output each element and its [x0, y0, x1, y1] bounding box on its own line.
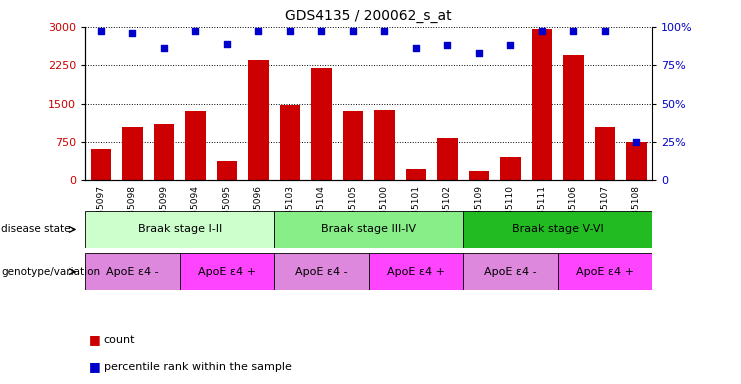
- Text: count: count: [104, 335, 136, 345]
- Text: disease state: disease state: [1, 224, 71, 235]
- Bar: [342, 111, 363, 180]
- Bar: [216, 161, 237, 180]
- Bar: [468, 171, 489, 180]
- Point: [284, 28, 296, 35]
- Text: ■: ■: [89, 360, 101, 373]
- Bar: [368, 253, 463, 290]
- Bar: [279, 105, 300, 180]
- Bar: [274, 253, 369, 290]
- Point: [253, 28, 265, 35]
- Point: [379, 28, 391, 35]
- Bar: [185, 111, 206, 180]
- Bar: [274, 211, 463, 248]
- Point: [410, 45, 422, 51]
- Point: [347, 28, 359, 35]
- Text: ApoE ε4 -: ApoE ε4 -: [106, 266, 159, 277]
- Bar: [557, 253, 652, 290]
- Bar: [500, 157, 521, 180]
- Bar: [90, 149, 111, 180]
- Text: Braak stage III-IV: Braak stage III-IV: [321, 224, 416, 235]
- Bar: [626, 142, 647, 180]
- Point: [221, 41, 233, 47]
- Point: [158, 45, 170, 51]
- Point: [599, 28, 611, 35]
- Point: [631, 139, 642, 145]
- Bar: [531, 30, 552, 180]
- Text: percentile rank within the sample: percentile rank within the sample: [104, 362, 292, 372]
- Point: [95, 28, 107, 35]
- Bar: [85, 211, 274, 248]
- Bar: [85, 253, 179, 290]
- Text: ApoE ε4 -: ApoE ε4 -: [295, 266, 348, 277]
- Bar: [594, 127, 615, 180]
- Text: ■: ■: [89, 333, 101, 346]
- Point: [442, 42, 453, 48]
- Bar: [311, 68, 332, 180]
- Bar: [179, 253, 274, 290]
- Bar: [122, 127, 143, 180]
- Bar: [463, 211, 652, 248]
- Bar: [463, 253, 557, 290]
- Text: ApoE ε4 +: ApoE ε4 +: [387, 266, 445, 277]
- Text: ApoE ε4 -: ApoE ε4 -: [484, 266, 536, 277]
- Text: Braak stage V-VI: Braak stage V-VI: [512, 224, 603, 235]
- Point: [473, 50, 485, 56]
- Bar: [153, 124, 174, 180]
- Bar: [374, 110, 395, 180]
- Point: [190, 28, 202, 35]
- Point: [505, 42, 516, 48]
- Point: [568, 28, 579, 35]
- Bar: [437, 138, 458, 180]
- Text: genotype/variation: genotype/variation: [1, 266, 101, 277]
- Text: ApoE ε4 +: ApoE ε4 +: [576, 266, 634, 277]
- Point: [536, 28, 548, 35]
- Bar: [405, 169, 426, 180]
- Bar: [563, 55, 584, 180]
- Point: [127, 30, 139, 36]
- Bar: [248, 60, 269, 180]
- Title: GDS4135 / 200062_s_at: GDS4135 / 200062_s_at: [285, 9, 452, 23]
- Point: [316, 28, 328, 35]
- Text: ApoE ε4 +: ApoE ε4 +: [198, 266, 256, 277]
- Text: Braak stage I-II: Braak stage I-II: [138, 224, 222, 235]
